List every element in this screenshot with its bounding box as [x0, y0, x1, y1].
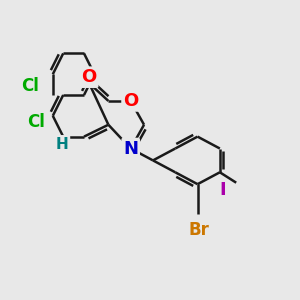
Text: I: I [220, 181, 226, 199]
Text: Cl: Cl [27, 113, 44, 131]
Text: H: H [56, 136, 69, 152]
Text: O: O [81, 68, 97, 86]
Text: Cl: Cl [21, 77, 39, 95]
Text: Br: Br [189, 221, 209, 239]
Text: N: N [123, 140, 138, 158]
Text: O: O [123, 92, 138, 110]
